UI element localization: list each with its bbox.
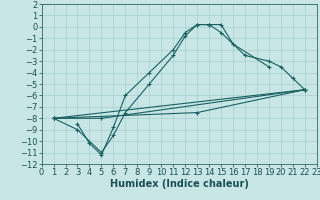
X-axis label: Humidex (Indice chaleur): Humidex (Indice chaleur) (110, 179, 249, 189)
